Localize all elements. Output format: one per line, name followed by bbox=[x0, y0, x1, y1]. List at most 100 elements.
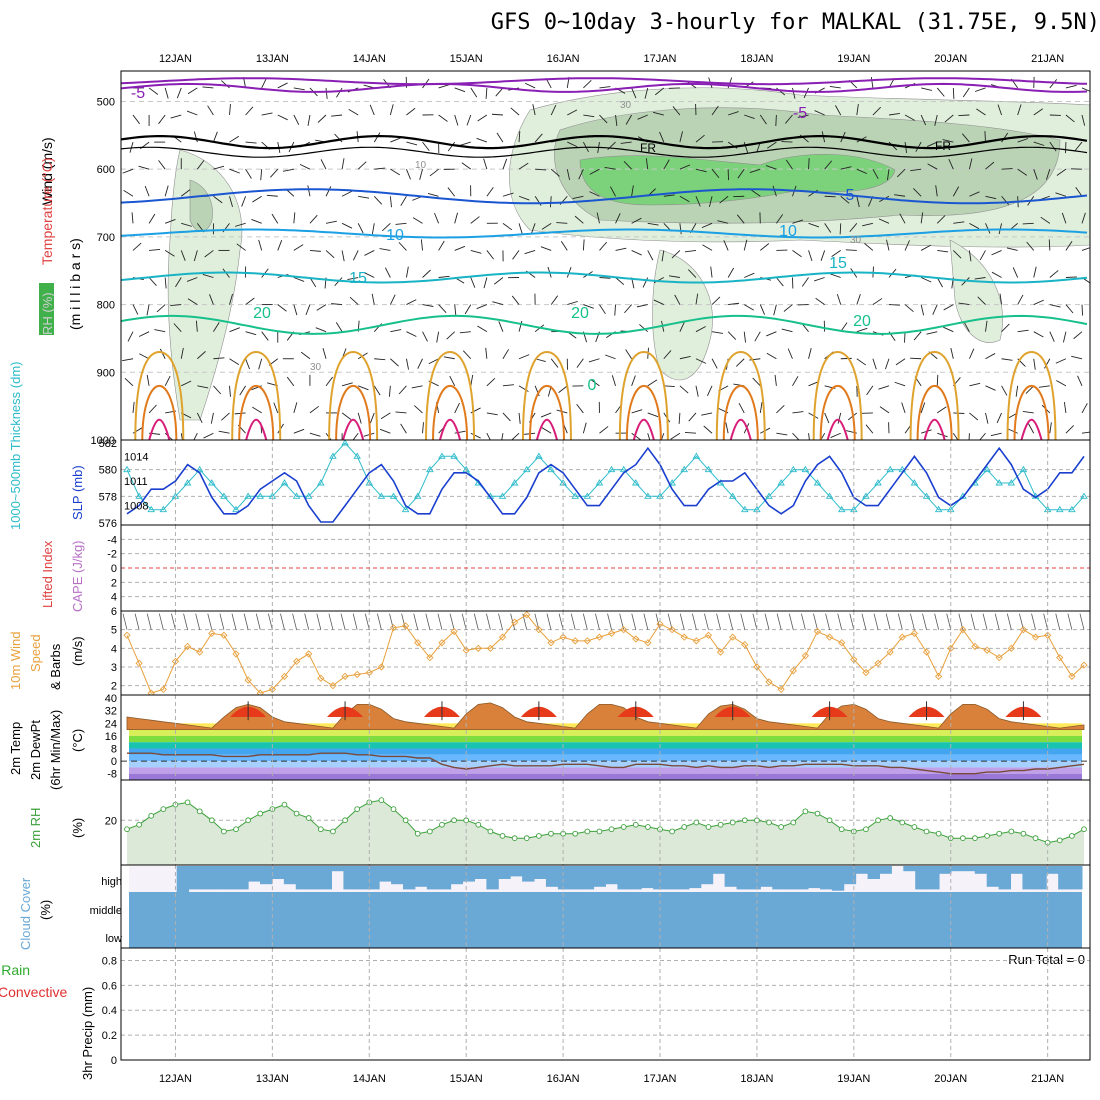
date-label-top: 15JAN bbox=[450, 53, 483, 65]
contour-minus5 bbox=[121, 82, 1088, 93]
wind-barb bbox=[369, 412, 375, 424]
wind10-barb bbox=[328, 613, 334, 630]
wind-barb bbox=[717, 220, 729, 224]
contour-10 bbox=[121, 228, 1088, 239]
wind-barb bbox=[1065, 276, 1077, 278]
wind-barb bbox=[985, 195, 997, 200]
wind-barb bbox=[1049, 270, 1059, 278]
cloud-high-bar bbox=[260, 866, 273, 885]
wind-barb bbox=[772, 185, 777, 197]
wind-barb bbox=[735, 358, 745, 367]
wind-barb bbox=[728, 302, 740, 306]
wind-barb bbox=[541, 427, 552, 434]
cloud-high-bar bbox=[498, 866, 511, 879]
wind-barb bbox=[1025, 385, 1035, 394]
wind-barb bbox=[872, 298, 883, 305]
cloud-high-bar bbox=[307, 866, 321, 890]
wind10-barb bbox=[837, 613, 843, 630]
wind-barb bbox=[766, 352, 777, 360]
wind10-barb bbox=[425, 613, 431, 630]
wind-barb bbox=[229, 135, 240, 143]
wind-barb bbox=[1017, 138, 1029, 143]
wind-barb bbox=[839, 223, 842, 235]
wind-barb bbox=[803, 87, 809, 99]
wind-barb bbox=[293, 114, 300, 126]
wind10-barb bbox=[158, 613, 164, 630]
wind-barb bbox=[878, 385, 890, 390]
wind10-barb bbox=[825, 613, 830, 630]
wind10-line-marker bbox=[1056, 654, 1064, 662]
wind10-line-marker bbox=[1031, 633, 1040, 641]
wind-barb bbox=[1049, 331, 1055, 342]
cloud-high-bar bbox=[1046, 866, 1059, 874]
rh2m-line-marker bbox=[475, 821, 482, 828]
contour-loop-25 bbox=[909, 350, 960, 440]
wind-barb bbox=[976, 108, 986, 116]
wind-barb bbox=[776, 277, 784, 287]
wind-barb bbox=[974, 87, 986, 92]
wind-barb bbox=[229, 358, 240, 365]
wind-barb bbox=[679, 321, 685, 332]
thickness-line-marker bbox=[426, 465, 434, 473]
wind-barb bbox=[985, 385, 996, 391]
rh2m-line-marker bbox=[608, 826, 615, 833]
wind-barb bbox=[1061, 212, 1067, 224]
wind-barb bbox=[438, 84, 450, 89]
wind-barb bbox=[759, 401, 763, 413]
rh2m-line-marker bbox=[1020, 830, 1027, 837]
wind-barb bbox=[282, 168, 294, 172]
cloud-high-bar bbox=[784, 866, 797, 890]
cloud-high-bar bbox=[331, 866, 344, 872]
cloud-high-bar bbox=[665, 866, 678, 890]
wind-barb bbox=[252, 406, 262, 414]
wind-barb bbox=[154, 329, 166, 333]
wind10-barb bbox=[982, 613, 988, 630]
wind-barb bbox=[197, 385, 209, 389]
wind-barb bbox=[170, 114, 182, 119]
wind-barb bbox=[711, 296, 721, 305]
wind10-line-marker bbox=[668, 626, 676, 634]
contour-loop-35 bbox=[535, 418, 558, 440]
cloud-high-bar bbox=[438, 866, 452, 890]
cloud-high-bar bbox=[545, 866, 559, 887]
wind-barb bbox=[331, 114, 343, 117]
wind10-line-marker bbox=[498, 633, 507, 641]
wind-barb bbox=[743, 304, 754, 311]
wind-barb bbox=[582, 422, 587, 434]
thickness-line-marker bbox=[341, 440, 349, 446]
contour-loop-30 bbox=[1013, 384, 1050, 440]
wind10-line-marker bbox=[813, 627, 822, 636]
cloud-high-bar bbox=[212, 866, 225, 890]
rh2m-line-marker bbox=[911, 824, 918, 830]
freezing-label: FR bbox=[640, 141, 656, 155]
contour-minus5b bbox=[121, 77, 1088, 86]
thickness-line-marker bbox=[837, 505, 846, 513]
wind-barb bbox=[952, 87, 955, 99]
wind-barb bbox=[400, 196, 407, 206]
wind-barb bbox=[454, 212, 458, 224]
wind10-line-marker bbox=[1019, 626, 1028, 634]
wind-barb bbox=[419, 169, 423, 180]
wind-barb bbox=[541, 222, 552, 230]
wind-barb bbox=[749, 168, 761, 174]
wind-barb bbox=[808, 189, 818, 197]
wind-barb bbox=[688, 412, 697, 422]
cloud-high-bar bbox=[617, 866, 630, 890]
wind-barb bbox=[277, 114, 288, 121]
wind-barb bbox=[454, 114, 459, 126]
wind-barb bbox=[1071, 355, 1083, 360]
wind-barb bbox=[820, 250, 826, 261]
wind-barb bbox=[132, 114, 140, 125]
wind-barb bbox=[371, 293, 375, 305]
wind10-line bbox=[126, 614, 1085, 694]
contour-label: 15 bbox=[349, 270, 367, 287]
wind-barb bbox=[380, 412, 391, 420]
wind-barb bbox=[631, 185, 634, 197]
wind-barb bbox=[1001, 195, 1009, 205]
wind-barb bbox=[899, 213, 906, 224]
thickness-line-marker bbox=[256, 492, 265, 499]
wind-barb bbox=[1056, 168, 1067, 176]
wind-barb bbox=[123, 190, 134, 197]
wind-barb bbox=[879, 406, 890, 414]
wind-barb bbox=[961, 133, 970, 143]
